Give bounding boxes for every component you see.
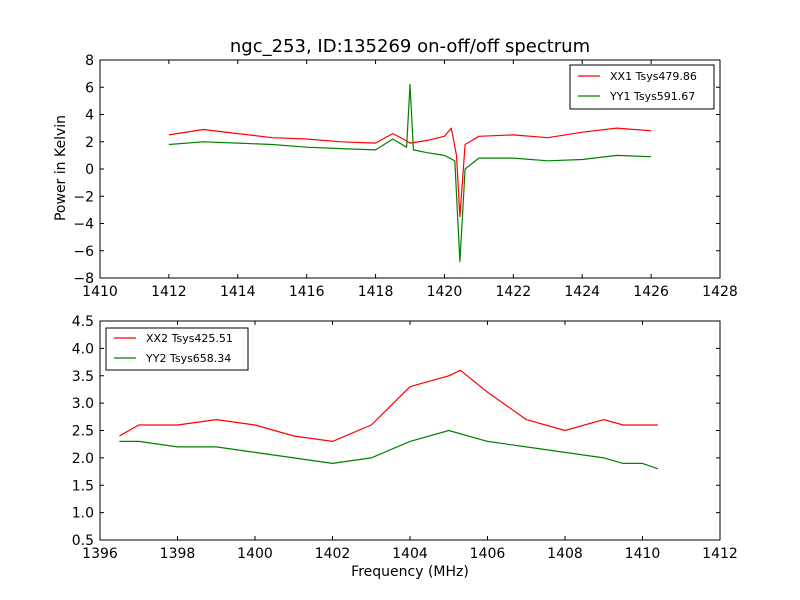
x-tick-label: 1416 bbox=[289, 284, 325, 300]
legend-box bbox=[105, 327, 249, 371]
legend: XX1 Tsys479.86 YY1 Tsys591.67 bbox=[569, 64, 715, 110]
legend-label-xx2: XX2 Tsys425.51 bbox=[146, 332, 233, 345]
y-tick-label: 1.0 bbox=[72, 506, 94, 522]
y-tick-label: −6 bbox=[73, 244, 94, 260]
series-line-yy1 bbox=[168, 83, 652, 263]
y-tick-label: 0 bbox=[85, 162, 94, 178]
series-line-xx2 bbox=[119, 369, 658, 442]
legend: XX2 Tsys425.51 YY2 Tsys658.34 bbox=[105, 327, 249, 371]
x-tick-label: 1420 bbox=[427, 284, 463, 300]
legend-label-xx1: XX1 Tsys479.86 bbox=[610, 70, 697, 83]
x-tick-label: 1412 bbox=[151, 284, 187, 300]
y-tick-label: 2 bbox=[85, 135, 94, 151]
plot-area: 1396 1398 1400 1402 1404 1406 1408 1410 1412 0.5 1… bbox=[72, 314, 738, 562]
y-tick-label: 3.0 bbox=[72, 396, 94, 412]
series-line-yy2 bbox=[119, 429, 659, 470]
y-tick-label: 0.5 bbox=[72, 533, 94, 549]
x-tick-label: 1422 bbox=[496, 284, 532, 300]
x-tick-label: 1426 bbox=[633, 284, 669, 300]
x-tick-label: 1410 bbox=[625, 546, 661, 562]
x-tick-label: 1400 bbox=[237, 546, 273, 562]
bottom-panel: Frequency (MHz) 1396 1398 1400 1402 1404 1406… bbox=[72, 314, 738, 580]
y-tick-label: −2 bbox=[73, 189, 94, 205]
y-axis-label: Power in Kelvin bbox=[53, 115, 69, 221]
x-tick-label: 1412 bbox=[702, 546, 738, 562]
legend-box bbox=[569, 64, 715, 110]
y-tick-label: 8 bbox=[85, 53, 94, 69]
plot-area: 1410 1412 1414 1416 1418 1420 1422 1424 1426 1428… bbox=[73, 53, 737, 300]
legend-label-yy1: YY1 Tsys591.67 bbox=[609, 90, 695, 103]
x-tick-label: 1402 bbox=[315, 546, 351, 562]
x-tick-label: 1404 bbox=[392, 546, 428, 562]
x-tick-label: 1410 bbox=[82, 284, 118, 300]
y-tick-label: 1.5 bbox=[72, 478, 94, 494]
y-tick-label: 2.5 bbox=[72, 424, 94, 440]
x-tick-label: 1414 bbox=[220, 284, 256, 300]
y-tick-label: 6 bbox=[85, 80, 94, 96]
x-tick-label: 1396 bbox=[82, 546, 118, 562]
x-tick-label: 1408 bbox=[547, 546, 583, 562]
top-panel: ngc_253, ID:135269 on-off/off spectrum P… bbox=[53, 36, 738, 300]
chart-title: ngc_253, ID:135269 on-off/off spectrum bbox=[230, 36, 590, 57]
x-axis-label: Frequency (MHz) bbox=[351, 564, 469, 580]
series-line-xx1 bbox=[168, 127, 652, 218]
x-tick-label: 1406 bbox=[470, 546, 506, 562]
y-tick-label: 4.5 bbox=[72, 314, 94, 330]
legend-label-yy2: YY2 Tsys658.34 bbox=[145, 352, 231, 365]
x-tick-label: 1428 bbox=[702, 284, 738, 300]
x-tick-label: 1398 bbox=[160, 546, 196, 562]
x-tick-label: 1424 bbox=[564, 284, 600, 300]
y-tick-label: 4.0 bbox=[72, 341, 94, 357]
y-tick-label: −4 bbox=[73, 217, 94, 233]
y-tick-label: −8 bbox=[73, 271, 94, 287]
y-tick-label: 3.5 bbox=[72, 369, 94, 385]
y-tick-label: 2.0 bbox=[72, 451, 94, 467]
x-tick-label: 1418 bbox=[358, 284, 394, 300]
y-tick-label: 4 bbox=[85, 108, 94, 124]
